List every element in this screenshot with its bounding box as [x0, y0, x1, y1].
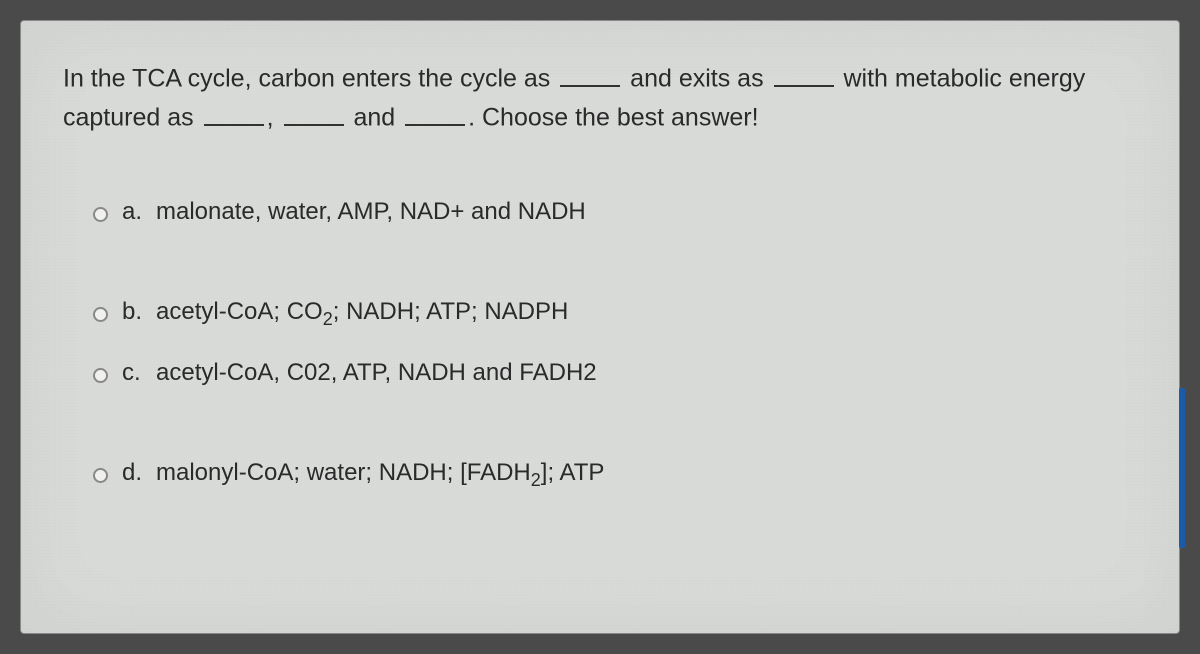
option-a[interactable]: a. malonate, water, AMP, NAD+ and NADH [93, 198, 1137, 226]
option-text-c: acetyl-CoA, C02, ATP, NADH and FADH2 [156, 359, 1137, 387]
q-seg-5: . Choose the best answer! [468, 104, 758, 132]
option-text-d: malonyl-CoA; water; NADH; [FADH2]; ATP [156, 459, 1137, 491]
q-seg-3: , [267, 104, 281, 132]
radio-b[interactable] [93, 307, 108, 322]
q-seg-1: and exits as [623, 65, 770, 93]
radio-d[interactable] [93, 468, 108, 483]
option-text-b: acetyl-CoA; CO2; NADH; ATP; NADPH [156, 298, 1137, 330]
q-seg-0: In the TCA cycle, carbon enters the cycl… [63, 65, 557, 93]
question-card: In the TCA cycle, carbon enters the cycl… [20, 20, 1180, 634]
options-list: a. malonate, water, AMP, NAD+ and NADH b… [63, 198, 1137, 492]
option-letter-d: d. [122, 459, 156, 487]
blank-1 [560, 59, 620, 87]
question-stem: In the TCA cycle, carbon enters the cycl… [63, 59, 1137, 138]
option-letter-c: c. [122, 359, 156, 387]
radio-c[interactable] [93, 368, 108, 383]
blank-2 [774, 59, 834, 87]
q-seg-4: and [347, 104, 403, 132]
option-b[interactable]: b. acetyl-CoA; CO2; NADH; ATP; NADPH [93, 298, 1137, 330]
radio-a[interactable] [93, 207, 108, 222]
option-d[interactable]: d. malonyl-CoA; water; NADH; [FADH2]; AT… [93, 459, 1137, 491]
option-text-a: malonate, water, AMP, NAD+ and NADH [156, 198, 1137, 226]
blank-4 [284, 98, 344, 126]
option-letter-b: b. [122, 298, 156, 326]
blank-3 [204, 98, 264, 126]
option-c[interactable]: c. acetyl-CoA, C02, ATP, NADH and FADH2 [93, 359, 1137, 387]
option-letter-a: a. [122, 198, 156, 226]
scroll-indicator [1179, 388, 1185, 548]
blank-5 [405, 98, 465, 126]
